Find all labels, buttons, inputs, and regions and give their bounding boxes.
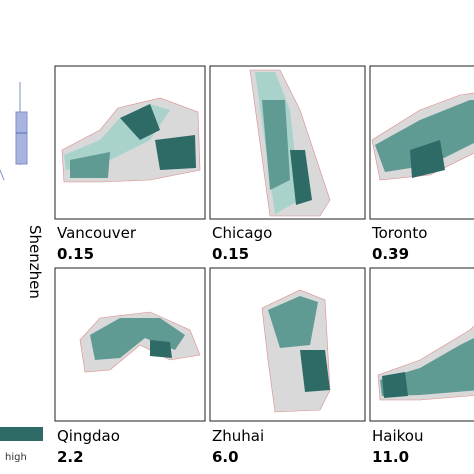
- city-name: Zhuhai: [212, 427, 264, 445]
- boxplot: [0, 82, 28, 181]
- city-name: Chicago: [212, 224, 272, 242]
- city-value: 0.39: [372, 245, 409, 263]
- tick: [0, 169, 5, 181]
- map-haikou: [377, 325, 474, 401]
- city-name: Qingdao: [57, 427, 120, 445]
- city-name: Toronto: [371, 224, 427, 242]
- box: [15, 111, 28, 165]
- city-value: 6.0: [212, 448, 239, 466]
- city-name: Haikou: [372, 427, 423, 445]
- map-qingdao: [79, 311, 201, 373]
- legend-high: high: [5, 452, 27, 463]
- city-value: 2.2: [57, 448, 84, 466]
- legend-bar: [0, 427, 43, 441]
- side-label: Shenzhen: [26, 225, 44, 299]
- map-toronto: [371, 92, 474, 181]
- map-chicago: [249, 69, 331, 217]
- city-value: 11.0: [372, 448, 409, 466]
- city-value: 0.15: [57, 245, 94, 263]
- map-zhuhai: [261, 289, 331, 413]
- city-name: Vancouver: [57, 224, 137, 242]
- city-value: 0.15: [212, 245, 249, 263]
- map-vancouver: [61, 97, 201, 183]
